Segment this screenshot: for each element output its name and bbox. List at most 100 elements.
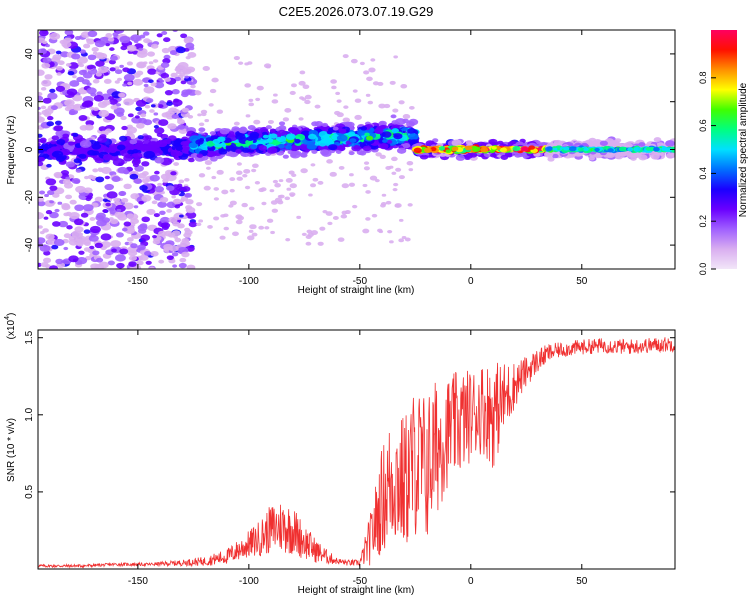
spectrogram-cell bbox=[314, 121, 323, 127]
spectrogram-cell bbox=[56, 138, 66, 145]
spectrogram-cell bbox=[290, 83, 297, 88]
spectrogram-cell bbox=[387, 229, 393, 234]
spectrogram-panel: -150 -100 -50 0 50 -40 -20 0 20 40 Height of str… bbox=[6, 29, 676, 296]
spectrogram-cell bbox=[401, 235, 407, 240]
spectrogram-cell bbox=[188, 46, 195, 51]
spectrogram-cell bbox=[60, 51, 70, 58]
spectrogram-cell bbox=[83, 43, 91, 49]
spectrogram-cell bbox=[451, 139, 462, 147]
spectrogram-cell bbox=[73, 218, 84, 226]
spectrogram-cell bbox=[168, 216, 178, 223]
spectrogram-cell bbox=[49, 32, 61, 40]
spectrogram-cell bbox=[137, 135, 144, 140]
spectrogram-cell bbox=[236, 176, 243, 181]
spectrogram-cell bbox=[294, 138, 301, 144]
spectrogram-cell bbox=[160, 133, 169, 140]
spectrogram-cell bbox=[95, 214, 104, 221]
spectrogram-cell bbox=[278, 125, 287, 131]
spectrogram-cell bbox=[162, 58, 171, 64]
spectrogram-cell bbox=[116, 77, 123, 82]
spectrogram-cell bbox=[198, 122, 205, 127]
spectrogram-cell bbox=[307, 232, 314, 237]
spectrogram-cell bbox=[409, 105, 415, 110]
spectrogram-cell bbox=[38, 111, 42, 117]
spectrogram-cell bbox=[211, 175, 217, 180]
spectrogram-cell bbox=[242, 147, 250, 153]
spectrogram-cell bbox=[338, 165, 345, 170]
spectrogram-cell bbox=[131, 116, 142, 124]
spectrogram-cell bbox=[136, 62, 146, 68]
spectrogram-cell bbox=[336, 99, 342, 103]
spectrogram-cell bbox=[166, 101, 173, 106]
spectrogram-cell bbox=[55, 258, 64, 265]
spectrogram-cell bbox=[369, 175, 378, 181]
spectrogram-cell bbox=[85, 38, 91, 42]
spectrogram-cell bbox=[38, 156, 45, 162]
spectrogram-cell bbox=[402, 113, 411, 120]
spectrogram-cell bbox=[160, 72, 170, 79]
spectrogram-cell bbox=[128, 255, 138, 261]
spectrogram-cell bbox=[139, 254, 149, 261]
snr-scale-exponent: 4 bbox=[4, 316, 11, 320]
spectrogram-cell bbox=[72, 148, 83, 155]
snr-x-tick-label: 50 bbox=[576, 576, 588, 587]
spectrogram-cell bbox=[568, 146, 577, 152]
spectrogram-cell bbox=[150, 104, 156, 108]
spectrogram-cell bbox=[398, 218, 404, 222]
spectrogram-cell bbox=[139, 185, 148, 191]
spectrogram-cell bbox=[599, 140, 608, 146]
spectrogram-cell bbox=[309, 183, 317, 188]
spectrogram-cell bbox=[338, 128, 347, 134]
spectrogram-cell bbox=[83, 229, 91, 234]
spectrogram-cell bbox=[133, 178, 143, 184]
spectrogram-cell bbox=[302, 84, 310, 90]
spectrogram-cell bbox=[235, 170, 243, 175]
spectrogram-cell bbox=[133, 205, 139, 209]
spectrogram-cell bbox=[62, 179, 71, 185]
spectrogram-cell bbox=[114, 211, 125, 219]
spectrogram-cell bbox=[119, 35, 131, 44]
spectrogram-x-tick-label: -50 bbox=[353, 276, 368, 287]
spectrogram-cell bbox=[299, 152, 307, 158]
spectrogram-cell bbox=[122, 67, 130, 73]
spectrogram-cell bbox=[370, 58, 376, 62]
spectrogram-cell bbox=[41, 62, 51, 69]
spectrogram-cell bbox=[67, 70, 75, 76]
colorbar-tick-label: 0.0 bbox=[698, 263, 708, 276]
spectrogram-cell bbox=[407, 128, 417, 135]
spectrogram-cell bbox=[396, 147, 407, 154]
spectrogram-cell bbox=[87, 54, 97, 61]
spectrogram-cell bbox=[38, 48, 47, 55]
spectrogram-cell bbox=[38, 237, 46, 244]
spectrogram-cell bbox=[188, 142, 198, 149]
spectrogram-cell bbox=[185, 89, 193, 94]
spectrogram-cell bbox=[163, 247, 169, 252]
spectrogram-cell bbox=[171, 230, 181, 237]
spectrogram-cell bbox=[285, 133, 296, 140]
spectrogram-cell bbox=[72, 94, 83, 102]
spectrogram-cell bbox=[109, 67, 116, 72]
spectrogram-cell bbox=[123, 169, 130, 174]
spectrogram-cell bbox=[171, 89, 180, 95]
spectrogram-cell bbox=[289, 192, 296, 197]
spectrogram-cell bbox=[154, 170, 160, 175]
spectrogram-cell bbox=[90, 263, 100, 269]
spectrogram-cell bbox=[343, 121, 353, 128]
spectrogram-cell bbox=[605, 151, 616, 159]
spectrogram-cell bbox=[282, 117, 290, 122]
spectrogram-cell bbox=[156, 33, 163, 38]
spectrogram-cell bbox=[74, 204, 85, 212]
spectrogram-cell bbox=[38, 30, 49, 37]
colorbar-scale bbox=[711, 30, 737, 269]
spectrogram-cell bbox=[89, 106, 95, 110]
spectrogram-cell bbox=[135, 143, 142, 148]
spectrogram-cell bbox=[60, 170, 70, 176]
spectrogram-cell bbox=[137, 244, 146, 251]
spectrogram-cell bbox=[38, 116, 45, 123]
spectrogram-cell bbox=[547, 156, 555, 162]
spectrogram-cell bbox=[100, 130, 108, 135]
spectrogram-cell bbox=[157, 201, 167, 208]
spectrogram-cell bbox=[133, 40, 139, 44]
spectrogram-cell bbox=[386, 139, 393, 144]
spectrogram-cell bbox=[171, 252, 179, 257]
